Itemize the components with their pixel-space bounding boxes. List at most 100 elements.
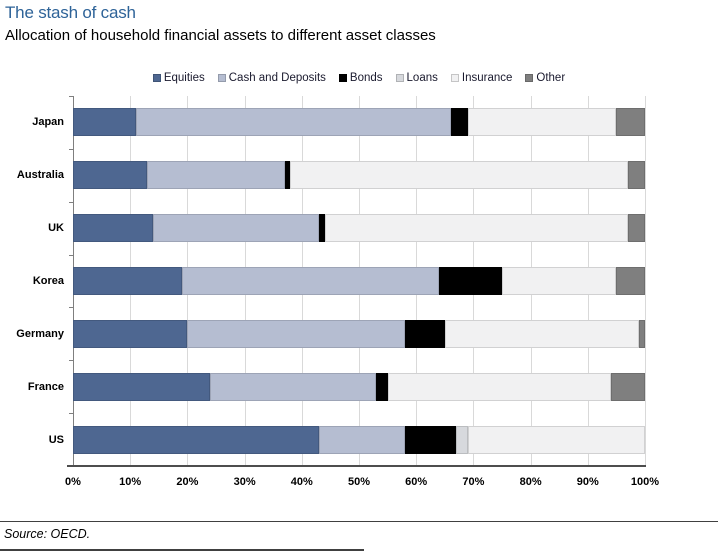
category-label: France [27,380,64,393]
segment-equities [73,267,182,295]
category-label: Germany [16,327,64,340]
x-axis-tick-label: 70% [462,476,485,488]
segment-bonds [404,425,457,454]
segment-bonds [439,267,502,295]
divider-line-bottom [0,549,364,551]
segment-bonds [450,108,468,137]
x-axis-tick-label: 0% [65,476,81,488]
stacked-bar-germany [73,319,645,348]
chart-title: The stash of cash [5,3,136,22]
x-axis-line [67,465,646,467]
segment-other [627,161,645,190]
bar-row-australia: Australia [17,149,645,202]
category-label: Australia [16,169,64,182]
stacked-bar-korea [73,267,645,295]
segment-equities [73,108,136,137]
legend-swatch-other [525,74,534,82]
bar-row-germany: Germany [16,307,645,360]
chart-legend: Equities Cash and Deposits Bonds Loans Insur… [0,72,718,84]
y-axis-tick [69,201,73,203]
segment-other [616,267,645,295]
segment-cash-and-deposits [135,108,451,137]
category-label: Japan [32,116,64,129]
segment-loans [456,425,468,454]
segment-equities [73,372,211,401]
segment-other [610,372,645,401]
category-label: US [48,433,64,446]
segment-cash-and-deposits [318,425,405,454]
segment-cash-and-deposits [153,214,319,243]
y-axis-tick [69,148,73,150]
x-axis-tick-label: 40% [290,476,313,488]
divider-line-top [0,521,718,522]
legend-item-equities: Equities [152,72,205,84]
legend-swatch-bonds [338,74,347,82]
y-axis-tick [69,413,73,415]
segment-other [627,214,645,243]
gridline [645,96,646,466]
x-axis-tick-label: 100% [630,476,660,488]
x-axis-tick-label: 90% [576,476,599,488]
segment-equities [73,161,148,190]
segment-equities [73,214,154,243]
x-axis-tick-label: 20% [176,476,199,488]
category-label: Korea [32,275,64,287]
legend-item-bonds: Bonds [338,72,383,84]
stacked-bar-australia [73,161,645,190]
plot-area: 0% 10% 20% 30% 40% 50% 60% 70% 80% 90% 100% Japan Au… [16,96,659,488]
stacked-bar-japan [73,108,645,137]
legend-label: Loans [406,72,438,84]
bar-row-uk: UK [48,202,645,255]
segment-equities [73,319,188,348]
x-axis-tick-label: 60% [405,476,428,488]
segment-other [639,319,645,348]
stacked-bar-france [73,372,645,401]
y-axis-tick [69,360,73,362]
segment-cash-and-deposits [181,267,440,295]
segment-cash-and-deposits [187,319,405,348]
segment-insurance [290,161,628,190]
bar-row-korea: Korea [33,255,645,308]
bar-row-france: France [28,360,645,413]
legend-label: Insurance [461,72,513,84]
legend-item-other: Other [525,72,565,84]
legend-item-loans: Loans [395,72,438,84]
segment-bonds [318,214,325,243]
x-axis-tick-label: 10% [119,476,142,488]
legend-swatch-equities [152,74,161,82]
legend-swatch-cash-and-deposits [217,74,226,82]
chart-subtitle: Allocation of household financial assets… [5,27,436,44]
bar-row-japan: Japan [32,96,645,149]
segment-insurance [501,267,617,295]
segment-insurance [467,108,617,137]
segment-other [616,108,645,137]
segment-insurance [467,425,645,454]
source-note: Source: OECD. [4,527,91,541]
category-label: UK [48,222,64,235]
stacked-bar-us [73,425,645,454]
segment-insurance [444,319,640,348]
legend-item-cash-and-deposits: Cash and Deposits [217,72,326,84]
segment-bonds [376,372,388,401]
segment-cash-and-deposits [210,372,377,401]
legend-label: Cash and Deposits [228,72,326,84]
y-axis-tick [69,307,73,309]
legend-label: Equities [163,72,205,84]
stacked-bar-uk [73,214,645,243]
segment-equities [73,425,319,454]
legend-item-insurance: Insurance [450,72,513,84]
x-axis-tick-label: 30% [233,476,256,488]
bar-row-us: US [49,413,645,466]
segment-insurance [387,372,611,401]
legend-label: Bonds [349,72,383,84]
y-axis-tick [69,96,73,97]
y-axis-tick [69,254,73,256]
x-axis-tick-label: 50% [347,476,371,488]
bar-rows: Japan Australia UK Korea Germany France US [16,96,645,466]
legend-label: Other [536,72,566,84]
legend-swatch-loans [395,74,404,82]
segment-insurance [324,214,628,243]
segment-cash-and-deposits [147,161,285,190]
legend-swatch-insurance [450,74,459,82]
